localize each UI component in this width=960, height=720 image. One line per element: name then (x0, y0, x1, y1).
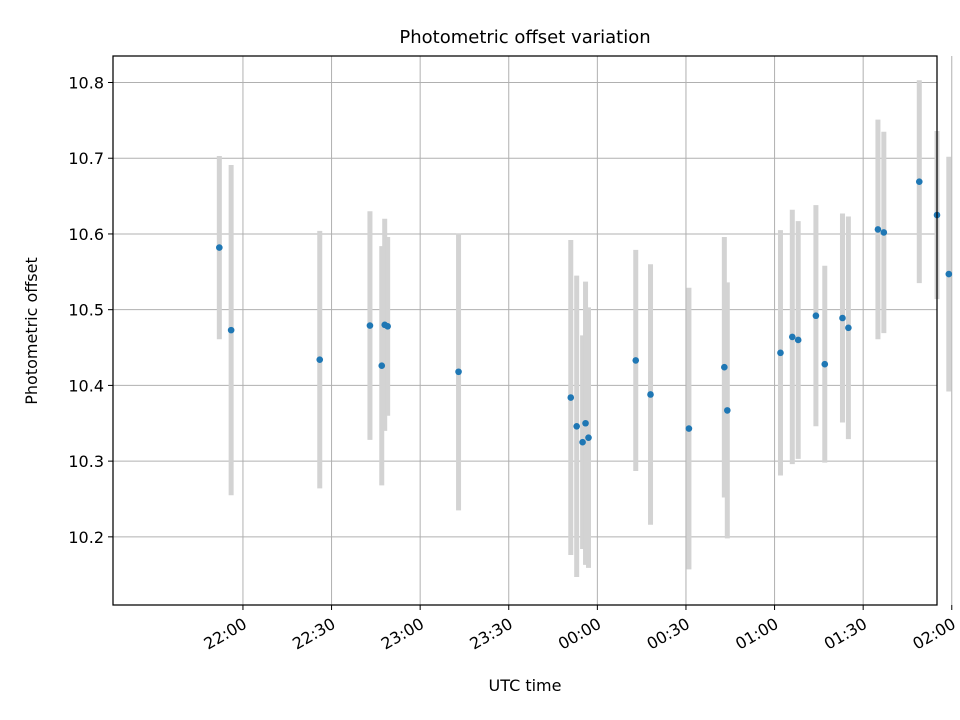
data-point (582, 419, 589, 427)
data-point (721, 363, 728, 371)
data-point (227, 326, 235, 334)
y-tick-label: 10.2 (68, 528, 104, 547)
data-point (455, 368, 462, 376)
y-tick-label: 10.4 (68, 376, 104, 395)
data-point (874, 226, 882, 233)
grid (113, 56, 953, 605)
data-point (384, 323, 391, 330)
y-tick-label: 10.5 (68, 301, 104, 320)
data-point (585, 434, 592, 441)
x-axis-label: UTC time (489, 676, 562, 695)
data-point (647, 391, 654, 398)
y-tick-label: 10.7 (68, 149, 104, 168)
data-point (845, 324, 852, 332)
data-point (777, 349, 784, 357)
data-point (794, 336, 802, 344)
data-point (632, 357, 640, 364)
data-point (812, 312, 820, 320)
data-point (945, 270, 953, 278)
y-tick-label: 10.3 (68, 452, 104, 471)
y-axis-label: Photometric offset (22, 257, 41, 405)
plot-frame (112, 55, 938, 606)
data-point (685, 425, 693, 432)
data-point (567, 394, 575, 401)
data-point (880, 229, 888, 236)
data-point (821, 360, 829, 368)
data-points (216, 178, 953, 446)
data-point (216, 244, 223, 251)
data-point (724, 407, 731, 414)
y-tick-label: 10.6 (68, 225, 104, 244)
data-point (579, 438, 586, 446)
data-point (366, 322, 374, 329)
data-point (378, 362, 386, 370)
data-point (788, 333, 796, 341)
data-point (839, 314, 846, 322)
chart-title: Photometric offset variation (399, 27, 650, 48)
y-axis-ticks: 10.2 10.3 10.4 10.5 10.6 10.7 10.8 (68, 74, 113, 547)
data-point (316, 356, 324, 363)
data-point (573, 422, 580, 430)
data-point (915, 178, 923, 186)
y-tick-label: 10.8 (68, 74, 104, 93)
